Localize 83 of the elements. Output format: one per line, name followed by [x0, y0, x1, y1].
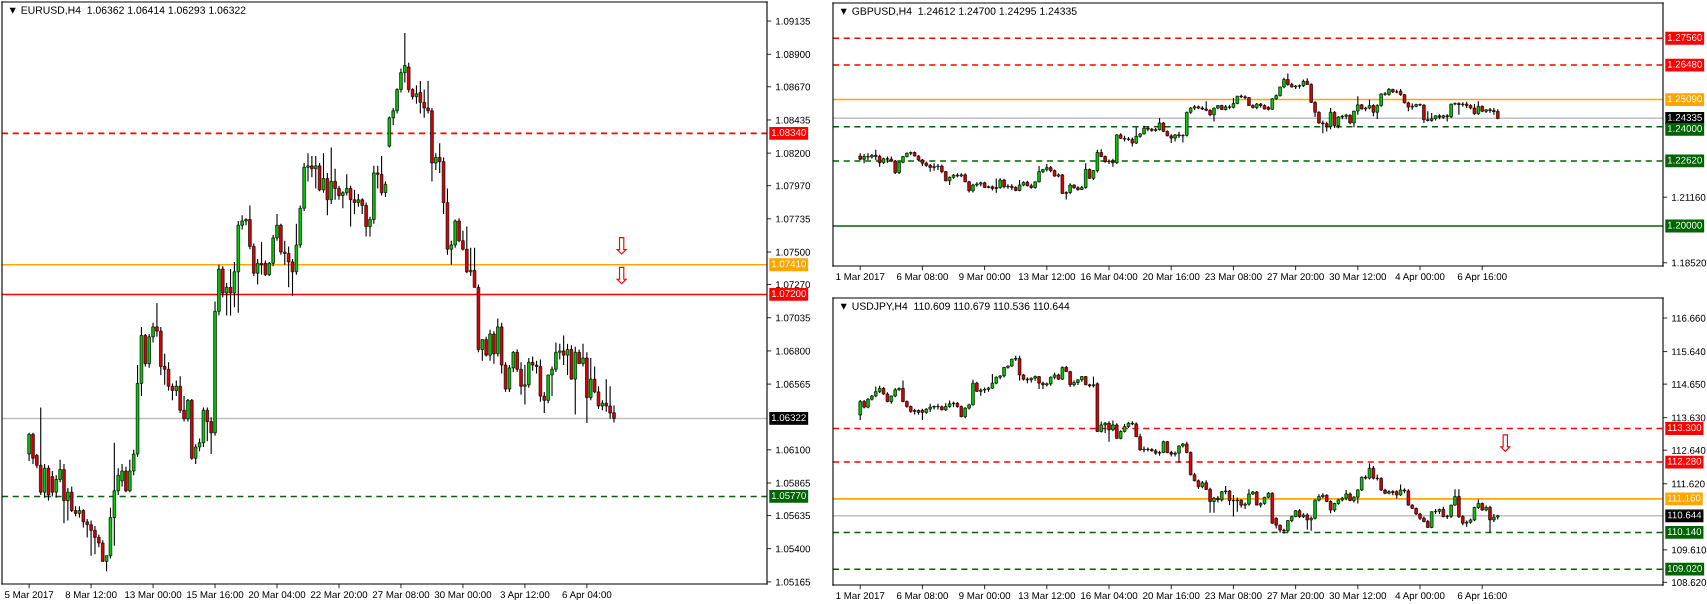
y-tick-label: 1.06800 — [776, 347, 811, 355]
x-tick-label: 1 Mar 2017 — [836, 273, 885, 281]
ref-line-label: 1.05770 — [771, 492, 806, 500]
y-tick-label: 108.620 — [1672, 579, 1707, 586]
x-tick-label: 30 Mar 12:00 — [1329, 592, 1387, 600]
x-tick-label: 6 Apr 16:00 — [1457, 592, 1507, 602]
x-tick-label: 15 Mar 16:00 — [187, 591, 244, 599]
x-tick-label: 13 Mar 12:00 — [1018, 592, 1076, 600]
y-tick-label: 1.08200 — [776, 149, 811, 157]
ref-line-label: 110.140 — [1667, 528, 1702, 536]
ref-line-label: 1.27560 — [1667, 33, 1702, 41]
y-tick-label: 1.08670 — [776, 83, 811, 91]
ref-line-label: 1.24000 — [1667, 125, 1702, 132]
x-tick-label: 27 Mar 08:00 — [372, 591, 430, 599]
y-tick-label: 109.610 — [1672, 546, 1707, 554]
y-tick-label: 1.08435 — [776, 116, 811, 124]
x-tick-label: 20 Mar 16:00 — [1143, 592, 1200, 600]
ref-line-label: 1.07200 — [771, 290, 806, 298]
y-tick-label: 1.05635 — [776, 512, 811, 520]
y-tick-label: 1.21160 — [1672, 193, 1706, 201]
x-tick-label: 16 Mar 04:00 — [1081, 592, 1138, 600]
y-tick-label: 113.630 — [1672, 414, 1706, 422]
x-tick-label: 6 Apr 04:00 — [562, 591, 612, 601]
annotation: ⇩ — [615, 266, 628, 285]
ref-line-label: 111.160 — [1667, 494, 1701, 502]
x-tick-label: 23 Mar 08:00 — [1205, 273, 1262, 281]
ref-line-label: 1.20000 — [1667, 221, 1702, 229]
x-tick-label: 27 Mar 20:00 — [1267, 273, 1324, 281]
ref-line-label: 112.280 — [1667, 457, 1702, 465]
x-tick-label: 13 Mar 12:00 — [1018, 273, 1076, 281]
x-tick-label: 6 Mar 08:00 — [896, 273, 948, 281]
y-tick-label: 1.06565 — [776, 380, 811, 388]
y-tick-label: 1.09135 — [776, 17, 811, 25]
annotation: ⇩ — [615, 237, 628, 255]
x-tick-label: 4 Apr 00:00 — [1395, 592, 1445, 602]
ref-line-label: 109.020 — [1667, 564, 1702, 572]
ref-line-label: 113.300 — [1667, 424, 1702, 432]
annotation: ⇩ — [1499, 434, 1512, 453]
x-tick-label: 16 Mar 04:00 — [1081, 273, 1138, 281]
ref-line-label: 1.22620 — [1667, 156, 1702, 164]
y-tick-label: 1.07735 — [776, 215, 811, 223]
x-tick-label: 20 Mar 16:00 — [1143, 273, 1200, 281]
x-tick-label: 13 Mar 00:00 — [125, 591, 182, 599]
ref-line-label: 1.25090 — [1667, 95, 1702, 103]
x-tick-label: 5 Mar 2017 — [4, 591, 54, 599]
x-tick-label: 8 Mar 12:00 — [65, 591, 117, 599]
chart-title: ▼ GBPUSD,H4 1.24612 1.24700 1.24295 1.24335 — [840, 7, 1077, 17]
y-tick-label: 1.05400 — [776, 545, 811, 553]
x-tick-label: 6 Mar 08:00 — [896, 592, 948, 600]
ref-line-label: 1.08340 — [771, 129, 806, 136]
ref-line-label: 1.26480 — [1667, 60, 1702, 68]
x-tick-label: 27 Mar 20:00 — [1267, 592, 1324, 600]
y-tick-label: 112.640 — [1672, 446, 1706, 454]
x-tick-label: 22 Mar 20:00 — [310, 591, 368, 599]
y-tick-label: 115.640 — [1672, 348, 1706, 356]
chart-title: ▼ EURUSD,H4 1.06362 1.06414 1.06293 1.06322 — [9, 6, 246, 16]
y-tick-label: 111.620 — [1672, 480, 1705, 488]
x-tick-label: 30 Mar 12:00 — [1329, 273, 1387, 281]
y-tick-label: 1.05165 — [776, 578, 811, 586]
y-tick-label: 1.06100 — [776, 446, 811, 454]
x-tick-label: 30 Mar 00:00 — [434, 591, 492, 599]
ref-line-label: 110.644 — [1667, 511, 1702, 519]
y-tick-label: 1.07970 — [776, 182, 811, 190]
x-tick-label: 6 Apr 16:00 — [1457, 273, 1507, 283]
x-tick-label: 1 Mar 2017 — [836, 592, 885, 600]
ref-line-label: 1.07410 — [771, 260, 806, 268]
y-tick-label: 116.660 — [1672, 314, 1706, 322]
x-tick-label: 9 Mar 00:00 — [959, 592, 1011, 600]
y-tick-label: 1.18520 — [1672, 259, 1707, 267]
x-tick-label: 23 Mar 08:00 — [1205, 592, 1262, 600]
x-tick-label: 20 Mar 04:00 — [248, 591, 306, 599]
y-tick-label: 1.07035 — [776, 314, 811, 322]
y-tick-label: 114.650 — [1672, 380, 1706, 388]
chart-title: ▼ USDJPY,H4 110.609 110.679 110.536 110.644 — [840, 302, 1070, 312]
y-tick-label: 1.08900 — [776, 51, 811, 58]
ref-line-label: 1.24335 — [1667, 114, 1702, 121]
ref-line-label: 1.06322 — [771, 414, 806, 422]
y-tick-label: 1.07500 — [776, 248, 811, 256]
x-tick-label: 4 Apr 00:00 — [1395, 273, 1445, 283]
x-tick-label: 3 Apr 12:00 — [500, 591, 550, 601]
x-tick-label: 9 Mar 00:00 — [959, 273, 1011, 281]
y-tick-label: 1.05865 — [776, 479, 811, 487]
y-tick-label: 1.07270 — [776, 281, 811, 289]
